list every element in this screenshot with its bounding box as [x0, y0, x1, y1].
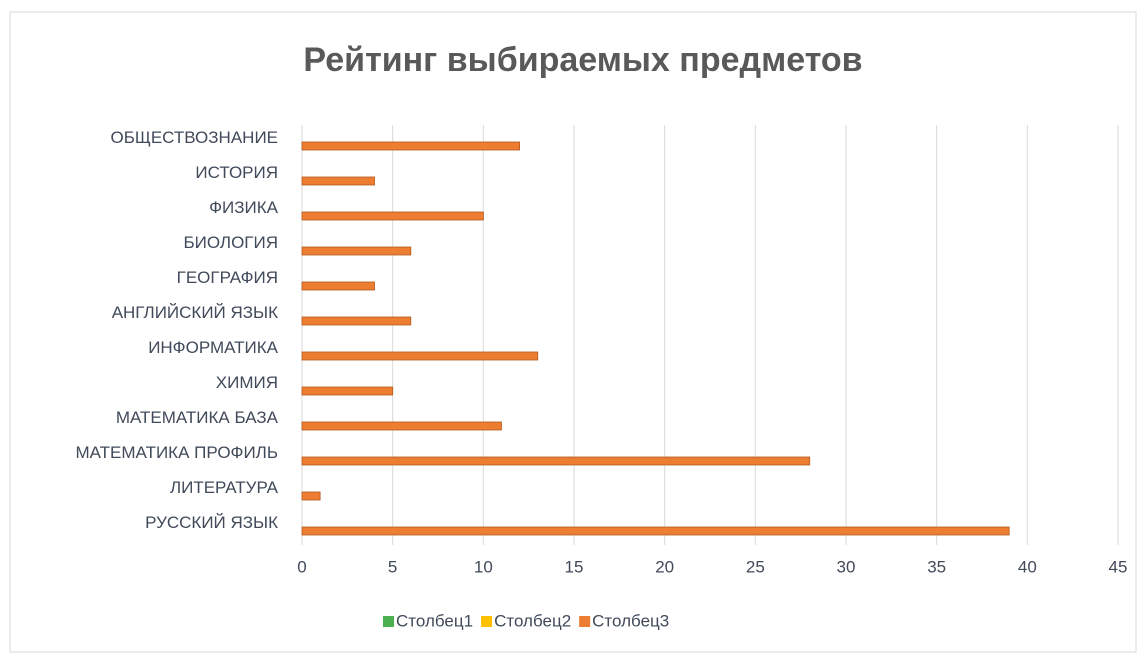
bar	[301, 176, 375, 186]
legend-marker	[579, 616, 591, 627]
bar	[301, 281, 375, 291]
x-tick-label: 35	[927, 557, 946, 576]
legend-label: Столбец1	[396, 611, 473, 630]
y-tick-label: МАТЕМАТИКА ПРОФИЛЬ	[76, 443, 279, 462]
x-tick-label: 10	[474, 557, 493, 576]
legend-label: Столбец2	[494, 611, 571, 630]
bar	[301, 386, 394, 396]
chart-title: Рейтинг выбираемых предметов	[303, 41, 862, 79]
y-tick-label: РУССКИЙ ЯЗЫК	[145, 513, 278, 532]
bar	[301, 526, 1010, 536]
x-tick-label: 0	[297, 557, 306, 576]
y-tick-label: ЛИТЕРАТУРА	[170, 478, 279, 497]
y-tick-label: ФИЗИКА	[209, 198, 279, 217]
bar	[301, 421, 502, 431]
x-tick-label: 40	[1018, 557, 1037, 576]
legend-marker	[383, 616, 394, 627]
x-tick-label: 5	[388, 557, 397, 576]
bar	[301, 316, 412, 326]
y-tick-label: ХИМИЯ	[216, 373, 278, 392]
y-tick-label: ИСТОРИЯ	[195, 163, 278, 182]
legend-marker	[481, 616, 493, 627]
y-tick-label: БИОЛОГИЯ	[184, 233, 279, 252]
y-tick-label: МАТЕМАТИКА БАЗА	[116, 408, 279, 427]
bar	[301, 246, 412, 256]
y-tick-label: АНГЛИЙСКИЙ ЯЗЫК	[112, 303, 278, 322]
bar	[301, 211, 484, 221]
y-tick-label: ГЕОГРАФИЯ	[177, 268, 278, 287]
y-tick-label: ОБЩЕСТВОЗНАНИЕ	[111, 128, 278, 147]
x-tick-label: 20	[655, 557, 674, 576]
bar	[301, 456, 811, 466]
chart-border	[9, 11, 1137, 653]
y-tick-label: ИНФОРМАТИКА	[148, 338, 278, 357]
bar	[301, 351, 539, 361]
bar	[301, 491, 321, 501]
bar	[301, 141, 521, 151]
legend-label: Столбец3	[592, 611, 669, 630]
x-tick-label: 25	[746, 557, 765, 576]
x-tick-label: 30	[837, 557, 856, 576]
x-tick-label: 45	[1109, 557, 1128, 576]
x-tick-label: 15	[565, 557, 584, 576]
